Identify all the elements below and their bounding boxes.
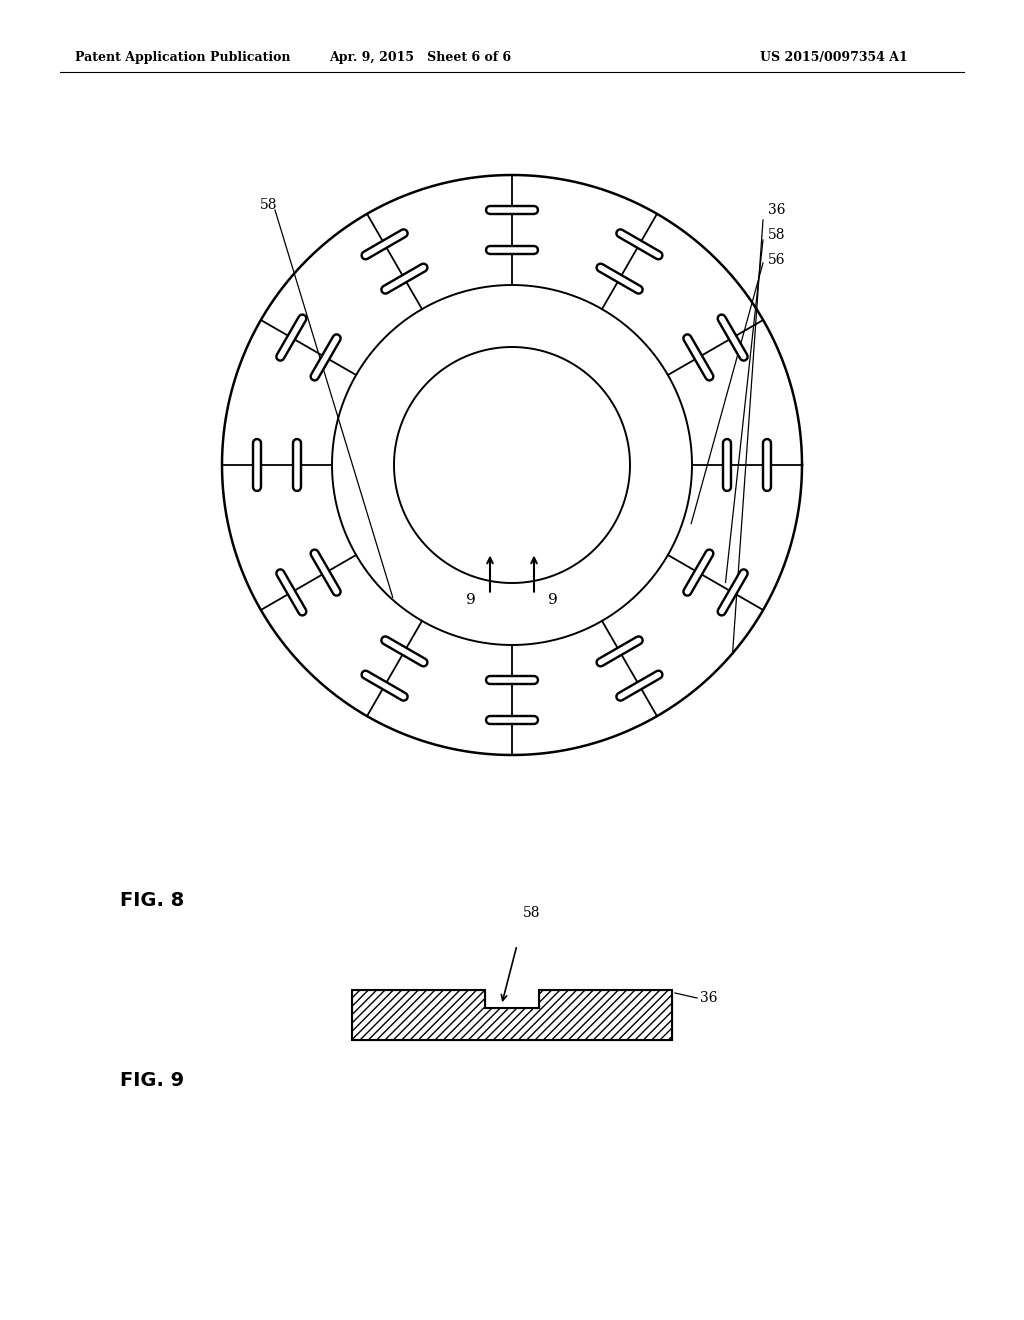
Text: 58: 58 — [260, 198, 278, 213]
Text: FIG. 9: FIG. 9 — [120, 1071, 184, 1089]
Text: 36: 36 — [700, 991, 718, 1005]
Text: 9: 9 — [548, 593, 558, 607]
Text: Apr. 9, 2015   Sheet 6 of 6: Apr. 9, 2015 Sheet 6 of 6 — [329, 51, 511, 65]
Text: 56: 56 — [768, 253, 785, 267]
Polygon shape — [352, 990, 672, 1040]
Text: FIG. 8: FIG. 8 — [120, 891, 184, 909]
Text: US 2015/0097354 A1: US 2015/0097354 A1 — [760, 51, 907, 65]
Text: 36: 36 — [768, 203, 785, 216]
Text: 9: 9 — [466, 593, 476, 607]
Text: 58: 58 — [523, 906, 541, 920]
Text: Patent Application Publication: Patent Application Publication — [75, 51, 291, 65]
Text: 58: 58 — [768, 228, 785, 242]
